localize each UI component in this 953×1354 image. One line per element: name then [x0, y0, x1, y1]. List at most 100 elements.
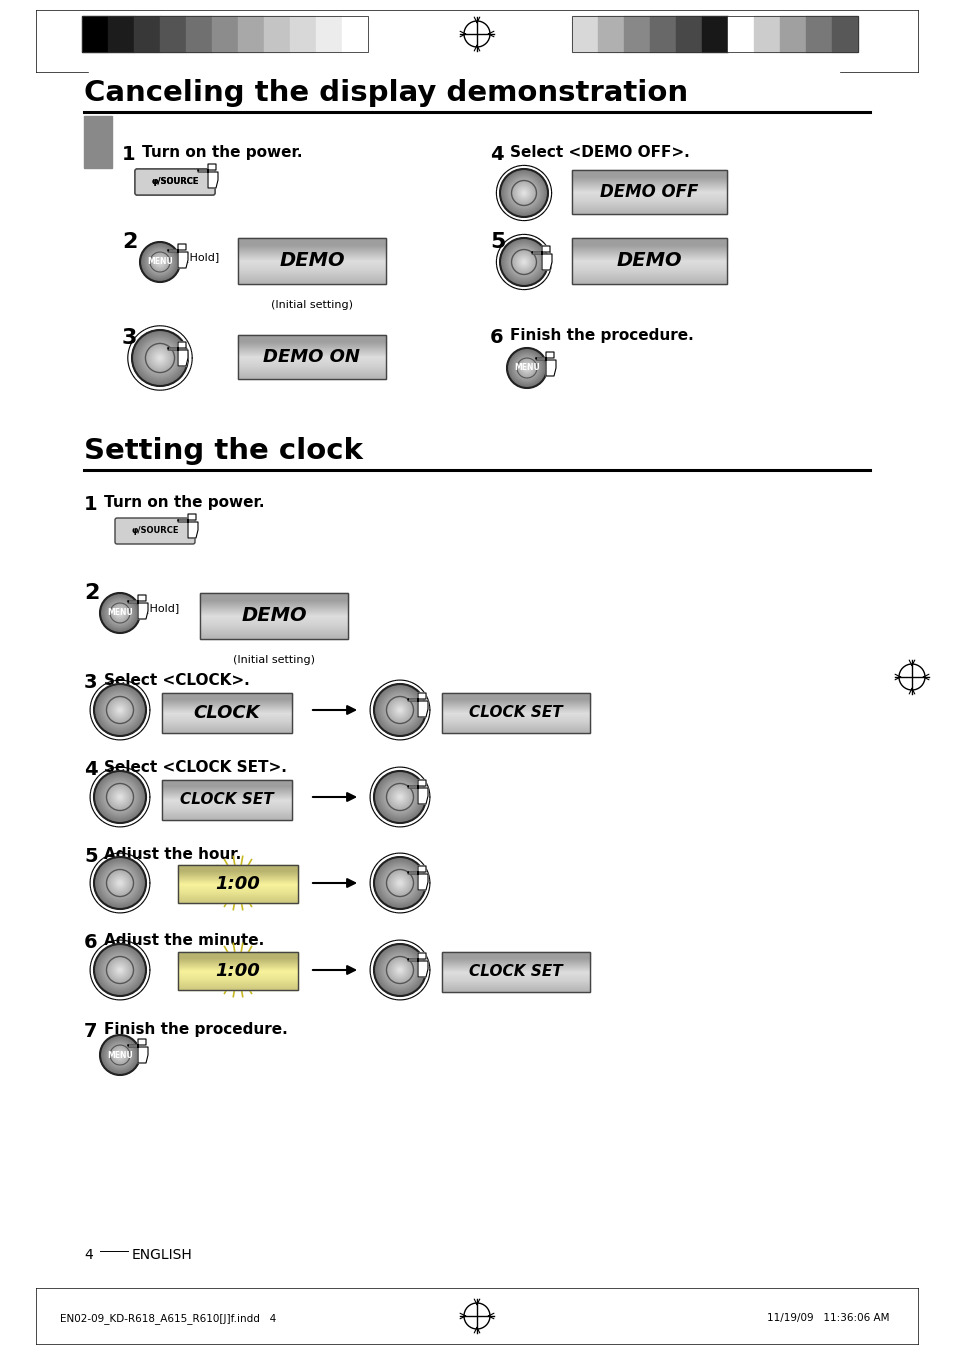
Circle shape: [521, 260, 525, 264]
Text: DEMO: DEMO: [241, 607, 307, 626]
Circle shape: [395, 879, 403, 887]
Circle shape: [151, 349, 169, 367]
Circle shape: [112, 1047, 128, 1063]
Text: Finish the procedure.: Finish the procedure.: [510, 328, 693, 343]
Circle shape: [140, 242, 180, 282]
Circle shape: [377, 774, 421, 819]
Circle shape: [390, 873, 410, 894]
Circle shape: [512, 353, 541, 383]
Bar: [162, 780, 292, 821]
Bar: [237, 16, 264, 51]
Circle shape: [104, 597, 136, 630]
Text: 2: 2: [122, 232, 137, 252]
Circle shape: [132, 330, 187, 385]
Circle shape: [107, 1043, 132, 1068]
Circle shape: [106, 956, 133, 984]
Polygon shape: [408, 693, 428, 718]
Circle shape: [507, 177, 539, 209]
Circle shape: [110, 960, 130, 980]
Circle shape: [377, 688, 421, 733]
Circle shape: [100, 1034, 140, 1075]
Circle shape: [143, 245, 177, 279]
Polygon shape: [178, 515, 198, 538]
Circle shape: [397, 795, 401, 799]
Bar: [178, 865, 297, 903]
Text: Turn on the power.: Turn on the power.: [142, 145, 302, 160]
Circle shape: [141, 242, 179, 282]
Circle shape: [386, 869, 414, 896]
Circle shape: [393, 876, 407, 890]
Circle shape: [119, 612, 121, 613]
Circle shape: [138, 336, 182, 380]
Circle shape: [119, 709, 121, 711]
Circle shape: [516, 357, 537, 379]
Circle shape: [111, 1047, 129, 1064]
Text: 1: 1: [122, 145, 135, 164]
Circle shape: [103, 596, 137, 630]
Circle shape: [116, 1051, 124, 1059]
Circle shape: [139, 337, 181, 379]
Circle shape: [375, 685, 424, 735]
Bar: [160, 16, 186, 51]
Circle shape: [152, 255, 168, 269]
Text: φ/SOURCE: φ/SOURCE: [152, 177, 198, 187]
Text: 6: 6: [490, 328, 503, 347]
Circle shape: [386, 956, 414, 984]
Circle shape: [102, 594, 138, 631]
Circle shape: [111, 873, 129, 892]
Circle shape: [387, 957, 413, 983]
Circle shape: [97, 686, 143, 733]
Circle shape: [375, 858, 423, 907]
Circle shape: [110, 1045, 130, 1066]
Circle shape: [103, 867, 137, 900]
Circle shape: [148, 347, 172, 370]
Circle shape: [513, 353, 540, 382]
Circle shape: [102, 1037, 138, 1072]
Circle shape: [378, 862, 420, 904]
Circle shape: [96, 686, 144, 734]
Circle shape: [514, 355, 539, 380]
Bar: [264, 16, 290, 51]
Circle shape: [501, 240, 545, 284]
Circle shape: [390, 700, 410, 720]
Circle shape: [515, 356, 538, 380]
Circle shape: [142, 244, 178, 280]
Circle shape: [112, 703, 127, 718]
Bar: [780, 16, 805, 51]
Text: Select <CLOCK SET>.: Select <CLOCK SET>.: [104, 760, 287, 774]
Circle shape: [378, 776, 420, 818]
Circle shape: [147, 345, 172, 371]
Circle shape: [152, 255, 167, 269]
FancyBboxPatch shape: [135, 169, 214, 195]
Circle shape: [96, 946, 144, 994]
Circle shape: [152, 349, 168, 366]
Circle shape: [516, 255, 532, 269]
Text: MENU: MENU: [514, 363, 539, 372]
Circle shape: [115, 705, 125, 715]
Circle shape: [117, 967, 123, 974]
Circle shape: [381, 779, 417, 815]
Circle shape: [119, 881, 121, 884]
Circle shape: [103, 1039, 137, 1072]
Circle shape: [95, 945, 145, 995]
Text: MENU: MENU: [147, 257, 172, 267]
Circle shape: [510, 179, 537, 207]
Text: 4: 4: [490, 145, 503, 164]
Circle shape: [518, 188, 529, 198]
Circle shape: [151, 253, 169, 271]
Circle shape: [507, 246, 539, 278]
Bar: [649, 16, 676, 51]
Circle shape: [144, 246, 175, 278]
Circle shape: [391, 961, 409, 979]
Text: CLOCK SET: CLOCK SET: [180, 792, 274, 807]
Circle shape: [380, 691, 418, 728]
Circle shape: [398, 969, 400, 971]
Circle shape: [504, 242, 542, 282]
Circle shape: [375, 945, 424, 995]
Circle shape: [517, 187, 530, 199]
Text: MENU: MENU: [107, 1051, 132, 1059]
Circle shape: [395, 705, 405, 715]
Circle shape: [94, 944, 146, 997]
Circle shape: [100, 593, 140, 634]
Circle shape: [99, 862, 141, 904]
